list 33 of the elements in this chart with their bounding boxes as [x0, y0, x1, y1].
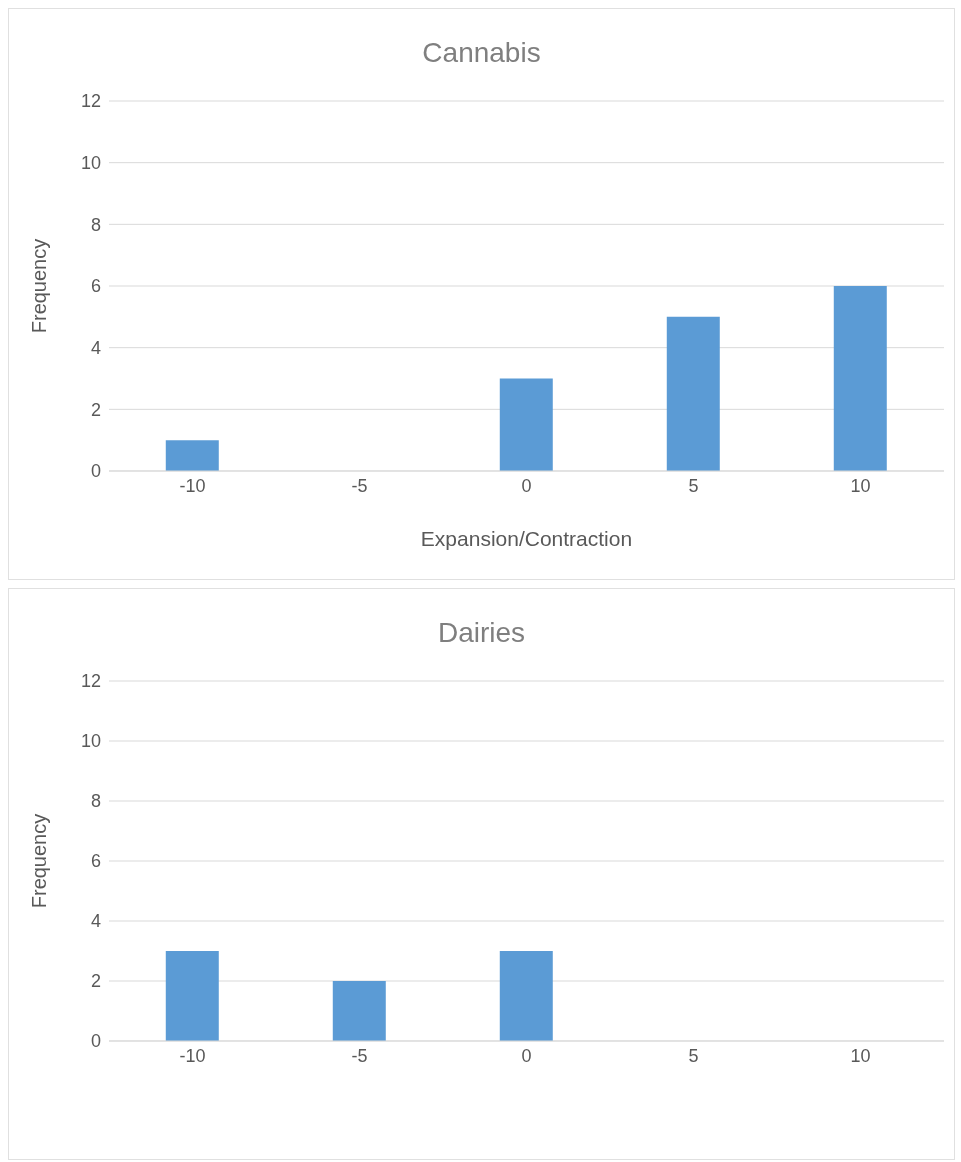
y-tick-label: 12: [80, 91, 101, 112]
x-tick-label: -5: [351, 475, 368, 496]
x-tick-label: 10: [850, 1045, 871, 1066]
x-axis-title: Expansion/Contraction: [420, 527, 633, 550]
chart-title: Dairies: [436, 616, 527, 650]
y-tick-label: 6: [90, 276, 101, 297]
x-tick-label: 5: [688, 475, 699, 496]
y-tick-label: 4: [90, 338, 101, 359]
chart-title: Cannabis: [421, 36, 542, 70]
y-tick-label: 4: [90, 911, 101, 932]
x-tick-label: 5: [688, 1045, 699, 1066]
y-tick-label: 10: [80, 153, 101, 174]
x-tick-label: 10: [850, 475, 871, 496]
y-tick-label: 10: [80, 731, 101, 752]
y-tick-label: 0: [90, 461, 101, 482]
y-axis-title: Frequency: [28, 813, 51, 909]
y-tick-label: 2: [90, 971, 101, 992]
y-tick-label: 2: [90, 399, 101, 420]
x-tick-label: -10: [179, 1045, 206, 1066]
y-tick-label: 12: [80, 671, 101, 692]
bar: [833, 286, 887, 471]
x-tick-label: -10: [179, 475, 206, 496]
y-axis-title: Frequency: [28, 238, 51, 334]
bar: [165, 440, 219, 471]
bar: [499, 378, 553, 471]
bar: [666, 316, 720, 471]
y-tick-label: 8: [90, 791, 101, 812]
x-tick-label: 0: [521, 1045, 532, 1066]
x-tick-label: 0: [521, 475, 532, 496]
x-tick-label: -5: [351, 1045, 368, 1066]
y-tick-label: 8: [90, 214, 101, 235]
y-tick-label: 0: [90, 1031, 101, 1052]
y-tick-label: 6: [90, 851, 101, 872]
